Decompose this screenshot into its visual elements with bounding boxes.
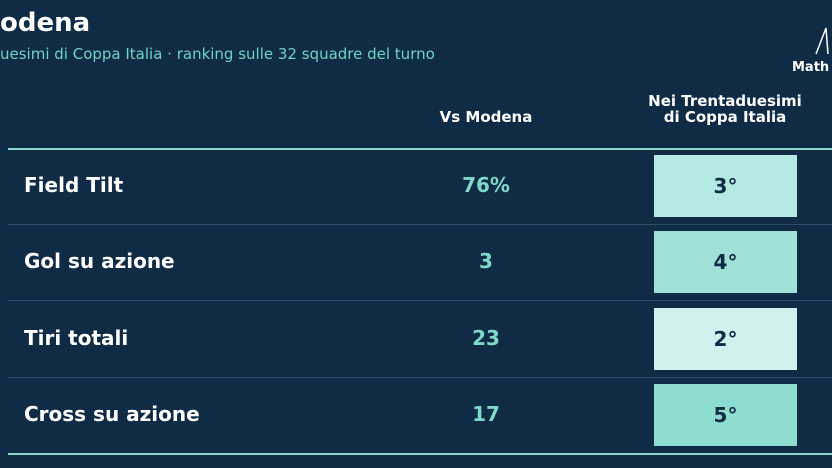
rank-cell: 5° [654, 383, 797, 446]
row-separator [8, 224, 832, 225]
rank-cell: 4° [654, 231, 797, 294]
footer-rule [8, 453, 832, 455]
row-label: Field Tilt [24, 173, 124, 197]
column-header: di Coppa Italia [663, 108, 787, 126]
subtitle: uesimi di Coppa Italia · ranking sulle 3… [0, 45, 435, 63]
title: odena [0, 8, 91, 38]
row-value: 3 [479, 249, 493, 274]
row-value: 76% [462, 173, 510, 197]
row-value: 17 [472, 401, 500, 426]
row-separator [8, 300, 832, 302]
column-header: Vs Modena [439, 108, 533, 126]
rank-cell: 2° [654, 307, 797, 370]
rank-cell: 3° [654, 155, 797, 217]
logo: Math [792, 60, 830, 75]
row-value: 23 [472, 325, 500, 350]
row-label: Cross su azione [24, 401, 200, 426]
row-label: Gol su azione [24, 249, 175, 274]
column-header: Nei Trentaduesimi [648, 92, 802, 110]
row-separator [8, 376, 832, 378]
header-rule [8, 148, 832, 150]
logo-icon [815, 27, 829, 55]
row-label: Tiri totali [24, 325, 129, 350]
